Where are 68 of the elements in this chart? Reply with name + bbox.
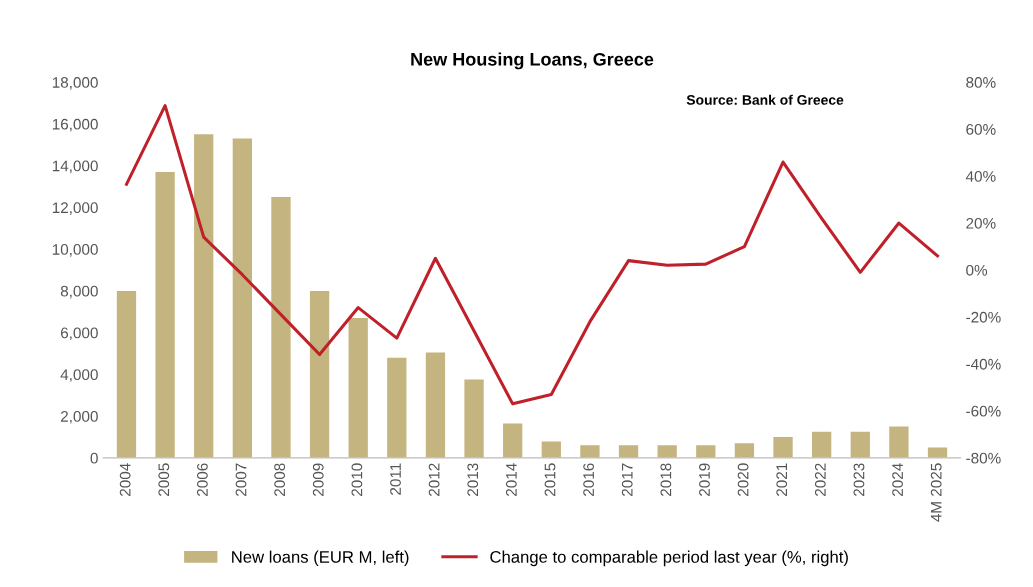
bar	[889, 426, 909, 458]
x-tick-label: 2015	[544, 463, 556, 496]
y-tick-label: 8,000	[60, 285, 98, 299]
x-tick-label: 2012	[428, 463, 440, 496]
bar	[696, 445, 716, 458]
bar	[232, 138, 252, 458]
y2-tick-label: -60%	[966, 405, 1001, 417]
y-tick-label: 10,000	[52, 244, 98, 257]
bar	[387, 357, 407, 458]
x-tick-label: 2024	[892, 463, 903, 496]
x-tick-label: 2013	[467, 463, 479, 496]
x-tick-label: 4M 2025	[930, 463, 942, 522]
y-tick-label: 4,000	[60, 369, 98, 382]
line-series	[124, 104, 940, 406]
y2-tick-label: 0%	[966, 264, 988, 276]
x-tick-label: 2010	[351, 463, 363, 496]
x-tick-label: 2014	[505, 463, 517, 496]
bar	[464, 379, 484, 458]
bar	[657, 445, 677, 458]
y-tick-label: 18,000	[52, 77, 98, 90]
bar	[348, 318, 368, 458]
x-tick-label: 2009	[312, 463, 324, 496]
y-tick-label: 6,000	[60, 327, 98, 341]
x-tick-label: 2008	[274, 463, 286, 496]
x-tick-label: 2007	[235, 463, 247, 496]
y-tick-label: 16,000	[52, 118, 98, 132]
x-tick-label: 2019	[699, 463, 710, 496]
legend-label: New loans (EUR M, left)	[232, 550, 409, 567]
x-tick-label: 2020	[737, 463, 749, 496]
bar	[850, 431, 870, 458]
bar	[503, 423, 523, 458]
bar	[309, 290, 330, 458]
y2-tick-label: -20%	[966, 311, 1001, 323]
annotation: Source: Bank of Greece	[686, 94, 844, 105]
y-tick-label: 0	[90, 452, 98, 464]
bar	[116, 290, 137, 458]
bar	[271, 196, 291, 458]
x-tick-label: 2018	[660, 463, 672, 496]
y-tick-label: 14,000	[52, 160, 98, 174]
bar	[812, 431, 832, 458]
bar	[580, 445, 600, 458]
bar	[541, 441, 561, 458]
x-tick-label: 2011	[390, 463, 401, 495]
x-tick-label: 2021	[776, 463, 788, 496]
x-tick-label: 2022	[814, 463, 826, 496]
x-tick-label: 2017	[621, 463, 633, 496]
bar	[927, 447, 948, 458]
y2-tick-label: 60%	[966, 124, 996, 135]
x-tick-label: 2023	[853, 463, 865, 496]
bar	[194, 134, 214, 458]
x-tick-label: 2016	[583, 463, 595, 496]
y-tick-label: 12,000	[52, 202, 98, 215]
y2-tick-label: 40%	[965, 170, 996, 182]
x-tick-label: 2006	[197, 463, 208, 496]
y2-tick-label: 80%	[966, 77, 996, 88]
bar	[734, 443, 755, 458]
bar	[425, 352, 446, 458]
y2-tick-label: -40%	[966, 358, 1001, 370]
bar	[773, 436, 793, 458]
y2-tick-label: -80%	[966, 452, 1001, 464]
y-tick-label: 2,000	[60, 410, 98, 424]
bar	[155, 171, 175, 458]
x-tick-label: 2005	[158, 463, 170, 496]
bar	[618, 445, 639, 458]
chart-title: New Housing Loans, Greece	[411, 52, 654, 70]
legend-label: Change to comparable period last year (%, right)	[490, 550, 848, 567]
y2-tick-label: 20%	[966, 217, 996, 229]
x-tick-label: 2004	[119, 463, 131, 496]
